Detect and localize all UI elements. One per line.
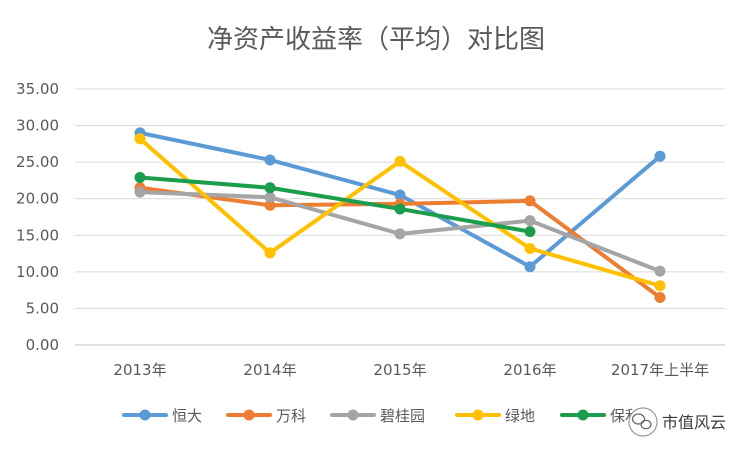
data-point: [134, 133, 146, 145]
legend-swatch-marker: [472, 409, 484, 421]
axes: 0.00 5.00 10.00 15.00 20.00 25.00 30.00 35.00 20…: [16, 80, 709, 379]
legend-item: 绿地: [455, 407, 535, 425]
gridlines: [75, 88, 725, 346]
wechat-icon: [628, 407, 658, 437]
legend-swatch-marker: [347, 409, 359, 421]
x-tick-label: 2016年: [503, 361, 556, 379]
x-tick-label: 2015年: [373, 361, 426, 379]
data-point: [394, 155, 406, 167]
legend-swatch-marker: [139, 409, 151, 421]
y-tick-label: 10.00: [16, 263, 59, 281]
series-绿地: [134, 133, 666, 292]
y-tick-label: 0.00: [26, 336, 59, 354]
x-tick-label: 2014年: [243, 361, 296, 379]
data-point: [264, 199, 276, 211]
legend-label: 碧桂园: [380, 407, 425, 425]
data-point: [394, 189, 406, 201]
y-tick-label: 5.00: [26, 299, 59, 317]
y-tick-label: 25.00: [16, 153, 59, 171]
watermark-text: 市值风云: [662, 413, 726, 432]
y-tick-label: 20.00: [16, 190, 59, 208]
series-line: [138, 175, 532, 234]
watermark: 市值风云: [628, 407, 726, 437]
data-point: [524, 261, 536, 273]
data-point: [524, 242, 536, 254]
x-tick-label: 2013年: [113, 361, 166, 379]
legend-label: 恒大: [172, 407, 202, 425]
legend-swatch-marker: [243, 409, 255, 421]
data-point: [264, 247, 276, 259]
y-tick-label: 15.00: [16, 226, 59, 244]
legend-label: 万科: [276, 407, 306, 425]
series-lines: [134, 127, 666, 303]
data-point: [524, 226, 536, 238]
legend-item: 万科: [226, 407, 306, 425]
data-point: [654, 265, 666, 277]
legend-item: 碧桂园: [330, 407, 425, 425]
data-point: [654, 291, 666, 303]
series-保利: [134, 172, 536, 238]
legend-label: 绿地: [505, 407, 535, 425]
data-point: [654, 150, 666, 162]
y-tick-label: 30.00: [16, 117, 59, 135]
data-point: [264, 154, 276, 166]
data-point: [394, 228, 406, 240]
data-point: [264, 182, 276, 194]
chart-title: 净资产收益率（平均）对比图: [207, 25, 545, 55]
data-point: [134, 172, 146, 184]
legend: 恒大 万科 碧桂园 绿地 保利: [122, 407, 640, 425]
y-tick-label: 35.00: [16, 80, 59, 98]
legend-item: 恒大: [122, 407, 202, 425]
data-point: [524, 215, 536, 227]
legend-item: 保利: [560, 407, 640, 425]
data-point: [524, 195, 536, 207]
data-point: [394, 203, 406, 215]
data-point: [264, 191, 276, 203]
legend-swatch-marker: [577, 409, 589, 421]
x-tick-label: 2017年上半年: [611, 361, 709, 379]
data-point: [654, 280, 666, 292]
data-point: [134, 186, 146, 198]
series-碧桂园: [134, 186, 666, 277]
